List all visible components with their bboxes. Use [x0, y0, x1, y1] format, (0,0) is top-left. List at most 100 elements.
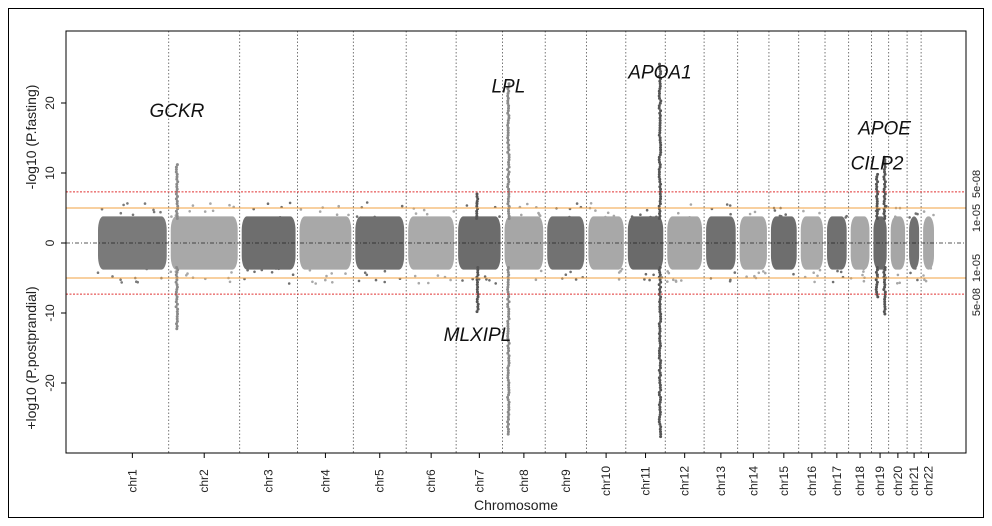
peak-point-mlxipl — [475, 217, 479, 220]
peak-point-lpl — [507, 143, 511, 147]
peak-point-lpl — [506, 199, 510, 203]
peak-point-apoa1 — [658, 427, 662, 431]
peak-point-apoa1 — [658, 212, 661, 216]
peak-point-apoa1 — [659, 359, 663, 363]
peak-point-apoe — [883, 160, 887, 164]
peak-point-mlxipl — [476, 197, 480, 201]
peak-point-lpl — [507, 405, 511, 409]
peak-point-lpl — [506, 96, 510, 100]
snp-point-chr9 — [568, 215, 571, 219]
x-tick-label-chr4: chr4 — [318, 469, 332, 493]
peak-point-lpl — [506, 175, 510, 179]
peak-point-apoe — [883, 300, 887, 304]
snp-cluster-chr7 — [458, 216, 501, 270]
snp-point-chr20 — [896, 282, 899, 285]
peak-point-apoa1 — [657, 356, 661, 360]
peak-point-cilp2 — [876, 180, 880, 184]
snp-point-chr13 — [733, 271, 737, 274]
peak-point-lpl — [506, 280, 510, 284]
peak-point-lpl — [507, 310, 511, 314]
snp-point-chr4 — [311, 280, 314, 284]
peak-point-lpl — [506, 324, 510, 328]
snp-point-chr17 — [836, 269, 839, 273]
snp-point-chr13 — [728, 280, 732, 283]
snp-point-chr2 — [209, 202, 212, 205]
peak-point-apoa1 — [659, 425, 663, 429]
peak-point-lpl — [507, 217, 511, 220]
snp-point-chr16 — [818, 211, 821, 215]
gene-label-apoe: APOE — [857, 119, 911, 140]
peak-point-gckr — [174, 192, 178, 196]
peak-point-gckr — [176, 204, 180, 208]
peak-point-lpl — [507, 165, 511, 169]
snp-point-chr13 — [725, 203, 729, 206]
gene-label-mlxipl: MLXIPL — [444, 325, 512, 346]
peak-point-gckr — [175, 319, 179, 323]
peak-point-cilp2 — [875, 202, 879, 206]
peak-point-apoa1 — [657, 170, 661, 174]
peak-point-mlxipl — [475, 297, 479, 301]
peak-point-apoa1 — [659, 150, 663, 154]
snp-point-chr3 — [288, 201, 292, 205]
snp-point-chr1 — [135, 280, 138, 284]
peak-point-apoe — [882, 155, 886, 159]
peak-point-lpl — [506, 101, 510, 105]
snp-point-chr7 — [498, 215, 501, 218]
peak-point-apoa1 — [658, 341, 662, 345]
snp-point-chr7 — [488, 279, 491, 282]
snp-point-chr1 — [100, 207, 104, 211]
peak-point-lpl — [506, 290, 510, 294]
snp-point-chr9 — [574, 278, 578, 281]
snp-point-chr6 — [436, 274, 440, 277]
peak-point-gckr — [174, 165, 178, 169]
peak-point-apoe — [883, 192, 887, 196]
peak-point-apoa1 — [658, 123, 662, 127]
peak-point-apoa1 — [658, 114, 662, 118]
peak-point-apoa1 — [658, 297, 662, 301]
peak-point-lpl — [506, 185, 510, 189]
peak-point-apoa1 — [658, 383, 662, 387]
peak-point-apoa1 — [658, 84, 662, 88]
peak-point-apoa1 — [659, 146, 662, 149]
peak-point-apoa1 — [659, 143, 663, 147]
snp-point-chr4 — [337, 204, 341, 208]
peak-point-gckr — [175, 295, 179, 299]
snp-point-chr18 — [862, 279, 866, 283]
snp-point-chr11 — [630, 215, 634, 218]
peak-point-apoa1 — [658, 67, 662, 71]
peak-point-apoa1 — [658, 82, 662, 86]
peak-point-apoa1 — [657, 89, 661, 93]
snp-point-chr18 — [861, 273, 864, 277]
snp-point-chr12 — [677, 211, 680, 215]
peak-point-gckr — [175, 322, 178, 326]
peak-point-apoa1 — [658, 185, 662, 189]
peak-point-apoa1 — [658, 386, 662, 390]
snp-point-chr5 — [400, 204, 404, 208]
snp-point-chr22 — [922, 274, 925, 277]
peak-point-apoa1 — [657, 349, 661, 353]
peak-point-apoa1 — [658, 199, 662, 203]
peak-point-lpl — [506, 150, 510, 154]
peak-point-lpl — [507, 361, 511, 365]
snp-point-chr4 — [325, 274, 328, 278]
snp-point-chr2 — [169, 270, 173, 274]
peak-point-apoe — [883, 180, 887, 184]
peak-point-gckr — [175, 315, 179, 318]
x-tick-label-chr9: chr9 — [559, 469, 573, 493]
axes: 5e-08 1e-05 1e-05 5e-08 20 10 0 -10 -20 chr1 chr2 c… — [43, 96, 983, 496]
peak-point-gckr — [175, 163, 179, 167]
peak-point-mlxipl — [476, 307, 480, 311]
peak-point-apoe — [883, 185, 887, 189]
snp-point-chr3 — [266, 202, 270, 205]
snp-point-chr17 — [844, 216, 847, 219]
peak-point-apoe — [883, 182, 886, 186]
snp-point-chr21 — [916, 278, 919, 282]
peak-point-lpl — [507, 204, 511, 208]
peak-point-gckr — [175, 177, 179, 181]
peak-point-mlxipl — [476, 305, 480, 309]
peak-point-apoe — [883, 273, 887, 277]
snp-point-chr3 — [246, 268, 249, 272]
threshold-label: 5e-08 — [971, 170, 983, 198]
peak-point-apoa1 — [659, 72, 662, 76]
peak-point-lpl — [506, 138, 510, 142]
